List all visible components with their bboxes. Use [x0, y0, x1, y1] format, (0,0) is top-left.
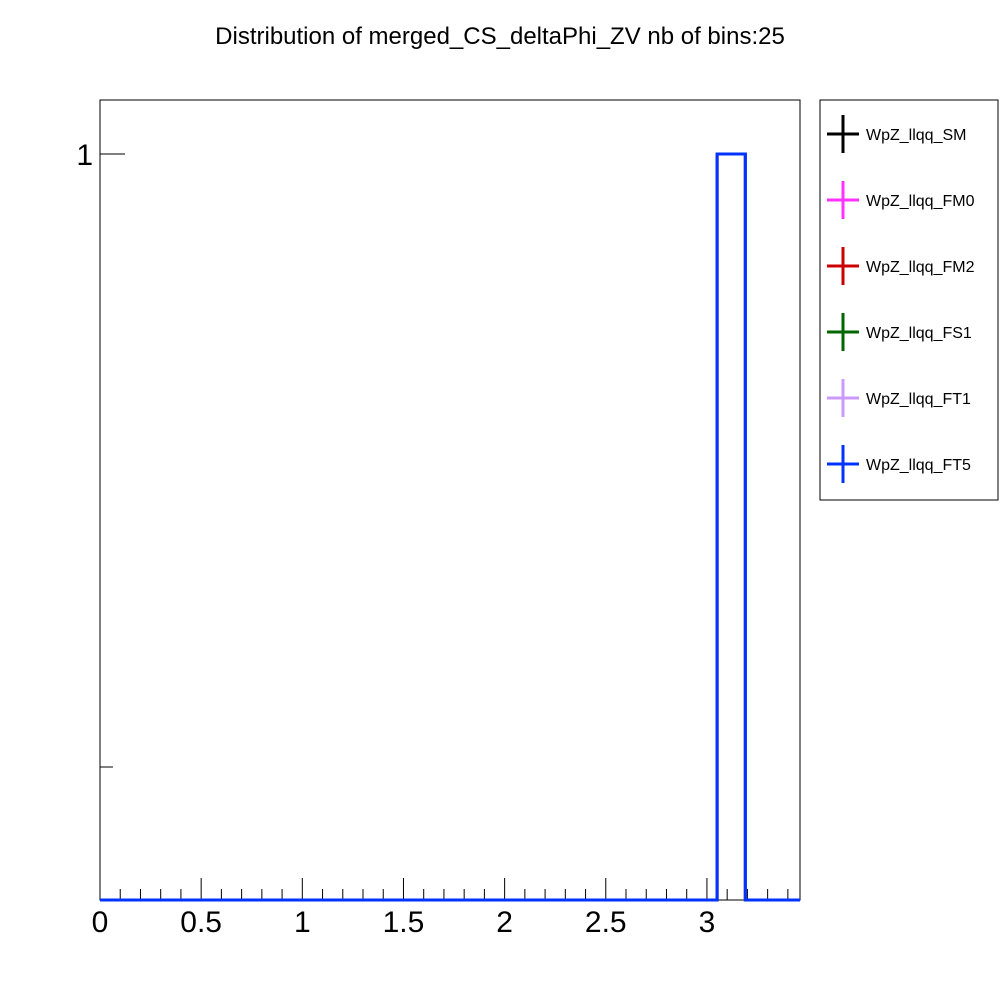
plot-frame [99, 99, 801, 901]
x-tick-label: 2 [496, 906, 513, 939]
legend-entry: WpZ_llqq_FT1 [827, 379, 971, 417]
x-axis: 0 0.5 1 1.5 2 2.5 3 [92, 878, 789, 939]
chart-title: Distribution of merged_CS_deltaPhi_ZV nb… [215, 23, 785, 50]
legend-entry: WpZ_llqq_FT5 [827, 445, 971, 483]
legend: WpZ_llqq_SM WpZ_llqq_FM0 WpZ_llqq_FM2 WpZ_l… [827, 115, 975, 483]
series-line-wpz-llqq-ft5 [100, 152, 800, 902]
y-tick-label: 1 [76, 139, 93, 172]
x-tick-label: 0.5 [180, 906, 222, 939]
x-tick-label: 2.5 [585, 906, 627, 939]
x-tick-label: 1.5 [383, 906, 425, 939]
x-tick-label: 1 [294, 906, 311, 939]
series-line-wpz-llqq-sm [100, 152, 800, 902]
legend-label: WpZ_llqq_FS1 [866, 325, 972, 342]
x-tick-label: 3 [699, 906, 716, 939]
series-line-wpz-llqq-fm2 [100, 152, 800, 902]
legend-label: WpZ_llqq_FM2 [866, 259, 975, 276]
y-axis: 1 [76, 139, 125, 768]
series-line-wpz-llqq-fm0 [100, 152, 800, 902]
legend-box [819, 99, 999, 501]
legend-entry: WpZ_llqq_FM2 [827, 247, 975, 285]
series-line-wpz-llqq-ft1 [100, 152, 800, 902]
x-tick-label: 0 [92, 906, 109, 939]
series-line-wpz-llqq-fs1 [100, 152, 800, 902]
legend-label: WpZ_llqq_SM [866, 127, 966, 144]
legend-entry: WpZ_llqq_FS1 [827, 313, 972, 351]
legend-label: WpZ_llqq_FT1 [866, 391, 971, 408]
legend-entry: WpZ_llqq_FM0 [827, 181, 975, 219]
series-layer [100, 152, 800, 902]
legend-entry: WpZ_llqq_SM [827, 115, 966, 153]
legend-label: WpZ_llqq_FM0 [866, 193, 975, 210]
legend-label: WpZ_llqq_FT5 [866, 457, 971, 474]
